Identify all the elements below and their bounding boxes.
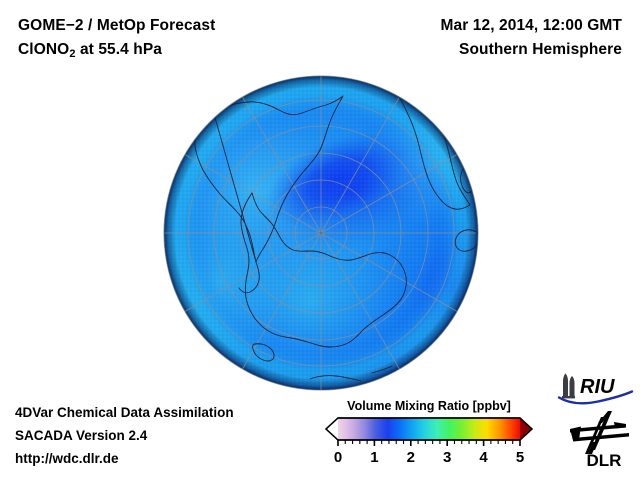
south-pole-marker bbox=[319, 231, 323, 235]
method-label: 4DVar Chemical Data Assimilation bbox=[15, 405, 234, 420]
colorbar-extend-low bbox=[327, 418, 338, 440]
riu-swoosh bbox=[557, 390, 634, 405]
riu-logo: RIU bbox=[556, 373, 634, 407]
colorbar-tick-labels: 0 1 2 3 4 5 bbox=[334, 449, 524, 466]
pressure-level: at 55.4 hPa bbox=[75, 41, 163, 58]
globe-map bbox=[160, 72, 482, 394]
species-name: ClONO bbox=[18, 41, 70, 58]
colorbar-extend-high bbox=[520, 418, 531, 440]
colorbar-tick-label: 1 bbox=[370, 449, 378, 466]
coastline-antarctica bbox=[240, 192, 407, 348]
instrument-title: GOME−2 / MetOp Forecast bbox=[18, 17, 216, 34]
coastline-southern-fragments-2 bbox=[371, 365, 393, 374]
hemisphere-label: Southern Hemisphere bbox=[459, 41, 622, 58]
colorbar-tick-label: 0 bbox=[334, 449, 342, 466]
dlr-mark-icon bbox=[570, 411, 629, 454]
colorbar-svg: 0 1 2 3 4 5 bbox=[324, 417, 534, 466]
header-left: GOME−2 / MetOp Forecast ClONO2 at 55.4 h… bbox=[18, 14, 215, 66]
riu-tower-icon bbox=[562, 373, 575, 399]
dlr-logo: DLR bbox=[568, 409, 638, 471]
dlr-logo-svg: DLR bbox=[570, 411, 629, 470]
colorbar-tick-label: 3 bbox=[443, 449, 451, 466]
coastline-andes-detail bbox=[238, 261, 260, 294]
version-label: SACADA Version 2.4 bbox=[15, 428, 148, 443]
colorbar-tick-label: 2 bbox=[407, 449, 415, 466]
coastline-australia bbox=[454, 229, 478, 252]
colorbar-tick-label: 5 bbox=[516, 449, 524, 466]
coastline-southern-fragments bbox=[309, 375, 362, 382]
species-level-title: ClONO2 at 55.4 hPa bbox=[18, 38, 215, 66]
species-subscript: 2 bbox=[69, 48, 76, 60]
riu-logo-svg: RIU bbox=[557, 373, 634, 405]
globe-outline bbox=[163, 75, 479, 391]
colorbar-ticks bbox=[337, 440, 521, 446]
colorbar-title: Volume Mixing Ratio [ppbv] bbox=[347, 399, 511, 413]
dlr-wordmark: DLR bbox=[587, 451, 622, 470]
riu-wordmark: RIU bbox=[580, 376, 615, 398]
graticule-meridians bbox=[164, 76, 478, 390]
colorbar: Volume Mixing Ratio [ppbv] 0 1 2 3 4 5 bbox=[318, 398, 540, 470]
timestamp: Mar 12, 2014, 12:00 GMT bbox=[440, 17, 622, 34]
website-url[interactable]: http://wdc.dlr.de bbox=[15, 451, 119, 466]
footer-left: 4DVar Chemical Data Assimilation SACADA … bbox=[15, 401, 234, 470]
coastline-new-zealand bbox=[252, 343, 275, 362]
header-right: Mar 12, 2014, 12:00 GMT Southern Hemisph… bbox=[440, 14, 622, 62]
colorbar-gradient-bar bbox=[324, 417, 534, 441]
colorbar-tick-label: 4 bbox=[479, 449, 488, 466]
globe-svg bbox=[163, 75, 479, 391]
